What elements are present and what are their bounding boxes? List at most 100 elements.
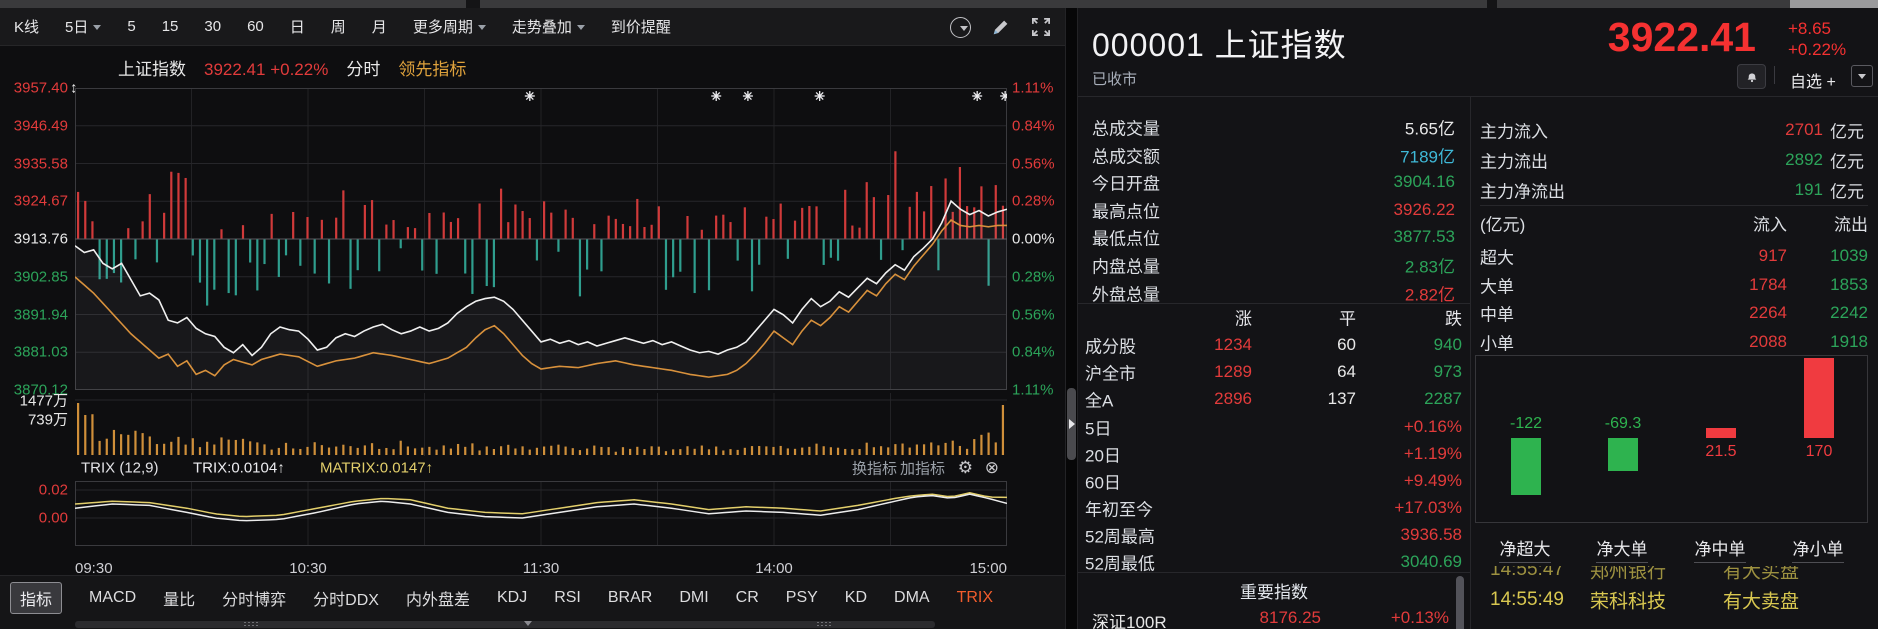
grip-handle-icon[interactable] [243,621,259,627]
brush-icon[interactable] [991,17,1011,37]
gear-icon[interactable]: ⚙ [957,458,973,477]
stat-value: 3904.16 [1393,172,1455,192]
trix-tick: 0.00 [38,509,68,527]
index-name: 上证指数 [118,60,186,79]
toolbar-item-5日[interactable]: 5日 [65,16,102,37]
toolbar-item-K线[interactable]: K线 [14,16,39,37]
money-row-label: 小单 [1480,334,1514,353]
switch-indicator-button[interactable]: 换指标 [851,460,897,478]
tab-分时DDX[interactable]: 分时DDX [313,592,379,609]
splitter-handle[interactable] [1067,388,1076,460]
tab-量比[interactable]: 量比 [163,592,196,609]
ticker-time: 14:55:49 [1490,589,1564,610]
stat-value: 5.65亿 [1404,119,1455,139]
fullscreen-icon[interactable] [1031,17,1051,37]
ticker-status: 有大卖盘 [1723,591,1800,613]
period-toolbar: K线 5日 5 15 30 60 日 周 月 更多周期 走势叠加 到价提醒 [0,8,1065,46]
quote-last-price: 3922.41 [1607,14,1756,60]
toolbar-item-周[interactable]: 周 [331,16,346,37]
breadth-up: 1289 [1214,362,1252,381]
divider [1774,66,1775,84]
scroll-down-arrow-icon[interactable] [524,621,532,626]
vertical-scrollbar-thumb[interactable] [1456,576,1464,629]
perf-value: +9.49% [1403,471,1462,490]
money-row-out: 2242 [1830,303,1868,322]
horizontal-scrollbar[interactable] [0,620,1065,629]
perf-value: +17.03% [1394,498,1462,517]
alert-bell-button[interactable] [1737,64,1766,89]
net-bar-category[interactable]: 净小单 [1792,535,1844,563]
grip-handle-icon[interactable] [816,621,832,627]
price-tick: 3957.40 [13,79,68,97]
breadth-label: 沪全市 [1085,364,1136,384]
strip-light-segment [1790,0,1878,8]
tab-RSI[interactable]: RSI [554,589,581,606]
tab-indicator-menu[interactable]: 指标 [10,582,63,614]
volume-chart[interactable] [75,393,1007,456]
mode-label[interactable]: 分时 [346,60,381,79]
tab-DMA[interactable]: DMA [894,589,930,606]
toolbar-item-label: 周 [330,19,346,36]
stat-label: 最低点位 [1092,229,1160,249]
flow-unit: 亿元 [1830,182,1864,202]
trix-chart[interactable] [75,481,1007,546]
add-watchlist-button[interactable]: 自选 + [1790,74,1836,91]
money-row-in: 2264 [1749,303,1787,322]
tab-CR[interactable]: CR [735,589,759,606]
volume-tick: 739万 [27,411,68,429]
tab-DMI[interactable]: DMI [679,589,709,606]
toolbar-item-更多周期[interactable]: 更多周期 [413,16,486,37]
money-row-out: 1853 [1830,274,1868,294]
close-indicator-icon[interactable]: ⊗ [984,458,999,477]
money-row-label: 大单 [1480,277,1514,296]
important-index-header[interactable]: 重要指数 [1240,583,1308,602]
tab-MACD[interactable]: MACD [89,589,137,606]
trix-title: TRIX (12,9) [81,459,159,477]
percent-tick: 1.11% [1012,381,1054,399]
toolbar-item-日[interactable]: 日 [290,16,305,37]
net-bar-category[interactable]: 净大单 [1596,535,1648,563]
quote-title: 000001 上证指数 [1092,27,1347,63]
index-row-name: 深证100R [1092,613,1167,629]
toolbar-item-月[interactable]: 月 [372,16,387,37]
tab-KD[interactable]: KD [844,589,868,606]
net-bar-category[interactable]: 净超大 [1499,535,1551,563]
toolbar-item-30[interactable]: 30 [204,16,221,37]
tab-KDJ[interactable]: KDJ [496,589,528,606]
net-bar-净小单 [1804,358,1834,438]
perf-label: 60日 [1085,473,1121,493]
toolbar-item-label: K线 [14,19,40,36]
tab-TRIX[interactable]: TRIX [956,589,994,606]
watchlist-dropdown-button[interactable] [1851,65,1873,87]
price-tick: 3902.85 [13,268,68,286]
intraday-chart[interactable] [75,88,1007,390]
toolbar-item-5[interactable]: 5 [127,16,135,37]
pane-splitter[interactable] [1065,8,1078,629]
collapse-circle-icon[interactable] [950,16,971,38]
breadth-label: 全A [1085,391,1114,411]
flow-value: 191 [1794,180,1823,199]
breadth-up: 1234 [1214,335,1252,354]
tab-PSY[interactable]: PSY [785,589,818,606]
leading-indicator-label[interactable]: 领先指标 [398,60,467,79]
trix-tick: 0.02 [38,481,68,499]
money-header-out: 流出 [1834,215,1868,235]
toolbar-item-走势叠加[interactable]: 走势叠加 [512,16,585,37]
tab-BRAR[interactable]: BRAR [607,589,653,606]
stat-value: 2.82亿 [1404,285,1455,305]
breadth-header: 涨 [1235,309,1252,329]
money-row-out: 1039 [1830,246,1868,265]
price-tick: 3913.76 [13,230,68,248]
toolbar-item-到价提醒[interactable]: 到价提醒 [611,16,671,37]
flow-label: 主力净流出 [1480,182,1565,202]
tab-内外盘差[interactable]: 内外盘差 [405,592,470,609]
scrollbar-thumb[interactable] [75,621,935,628]
strip-notch [466,0,480,8]
net-bar-category[interactable]: 净中单 [1694,535,1746,563]
price-tick: 3935.58 [13,155,68,172]
toolbar-item-60[interactable]: 60 [247,16,264,37]
toolbar-item-15[interactable]: 15 [162,16,179,37]
tab-分时博弈[interactable]: 分时博弈 [222,592,287,609]
trade-ticker-list: 14:55:47 郑州银行 有大买盘 14:55:49 荣科科技 有大卖盘 [1475,566,1878,629]
add-indicator-button[interactable]: 加指标 [899,460,945,478]
